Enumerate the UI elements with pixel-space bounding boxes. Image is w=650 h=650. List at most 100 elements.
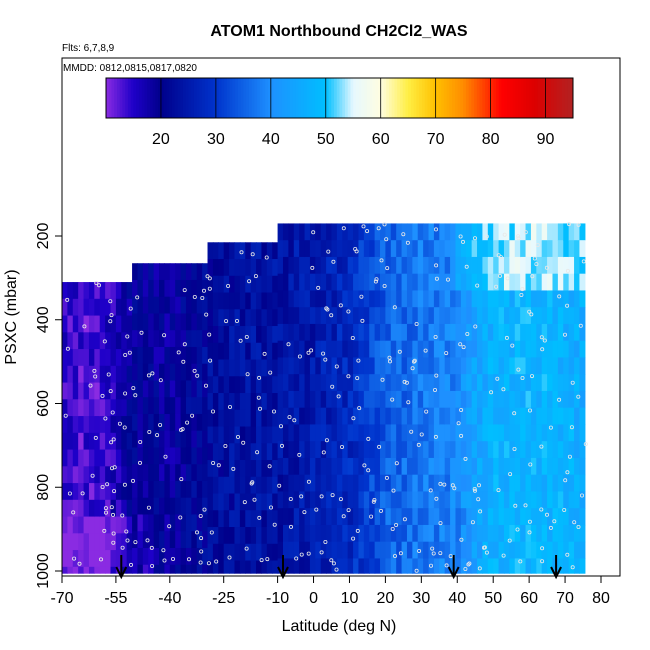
heat-cell [568, 390, 575, 409]
heat-cell [159, 397, 166, 415]
sample-point [380, 377, 385, 382]
sample-point [569, 425, 574, 430]
heat-cell [498, 491, 505, 509]
heat-cell [347, 223, 354, 241]
heat-cell [105, 550, 112, 568]
heat-cell [563, 508, 570, 526]
heat-cell [353, 508, 360, 526]
heat-cell [477, 307, 484, 325]
heat-cell [477, 323, 484, 342]
heat-cell [428, 340, 435, 359]
heat-cell [299, 390, 306, 409]
heat-cell [477, 390, 484, 409]
heat-cell [498, 223, 505, 241]
heat-cell [358, 441, 365, 459]
heat-cell [444, 441, 451, 459]
sample-point [409, 429, 414, 434]
heat-cell [552, 307, 559, 325]
heat-cell [444, 357, 451, 375]
sample-point [466, 562, 471, 567]
heat-cell [293, 474, 300, 493]
sample-point [405, 240, 410, 245]
heat-cell [299, 290, 306, 308]
colorbar-segment [427, 78, 431, 118]
heat-cell [148, 547, 155, 566]
heat-cell [202, 564, 209, 574]
heat-cell [353, 374, 360, 392]
heat-cell [412, 407, 419, 426]
heat-cell [336, 240, 343, 258]
colorbar-segment [320, 78, 324, 118]
heat-cell [272, 543, 279, 562]
heat-cell [498, 457, 505, 476]
heat-cell [353, 290, 360, 308]
heat-cell [169, 514, 176, 532]
heat-cell [266, 275, 273, 294]
heat-cell [110, 282, 117, 300]
heat-cell [282, 357, 289, 375]
heat-cell [304, 508, 311, 526]
heat-cell [433, 223, 440, 241]
sample-point [355, 376, 360, 381]
heat-cell [223, 376, 230, 394]
heat-cell [347, 240, 354, 258]
heat-cell [363, 508, 370, 526]
heat-cell [309, 240, 316, 258]
heat-cell [159, 564, 166, 574]
heat-cell [433, 424, 440, 442]
colorbar-segment [174, 78, 178, 118]
sample-point [150, 371, 155, 376]
heat-cell [309, 323, 316, 342]
heat-cell [218, 275, 225, 294]
heat-cell [121, 466, 128, 484]
heat-cell [347, 474, 354, 493]
colorbar-segment [454, 78, 459, 118]
heat-cell [336, 508, 343, 526]
heat-cell [304, 474, 311, 493]
heat-cell [132, 263, 139, 281]
heat-cell [342, 524, 349, 543]
heat-cell [266, 326, 273, 344]
sample-point [502, 232, 507, 237]
heat-cell [164, 380, 171, 398]
sample-point [130, 478, 135, 483]
heat-cell [401, 424, 408, 442]
heat-cell [385, 491, 392, 509]
heat-cell [536, 441, 543, 459]
heat-cell [552, 491, 559, 509]
heat-cell [417, 357, 424, 375]
heat-cell [293, 558, 300, 574]
heat-cell [299, 524, 306, 543]
colorbar-segment [485, 78, 489, 118]
heat-cell [574, 323, 581, 342]
heat-cell [142, 497, 149, 516]
heat-cell [207, 309, 214, 327]
heat-cell [412, 390, 419, 409]
heat-cell [557, 407, 564, 426]
heat-cell [315, 256, 322, 275]
heat-cell [288, 541, 295, 560]
sample-point [412, 358, 417, 363]
colorbar-segment [133, 78, 137, 118]
sample-point [200, 295, 205, 300]
sample-point [456, 421, 461, 426]
sample-point [461, 345, 466, 350]
heat-cell [175, 397, 182, 415]
heat-cell [423, 541, 430, 560]
heat-cell [148, 263, 155, 281]
heat-cell [401, 491, 408, 509]
sample-point [341, 514, 346, 519]
colorbar-segment [257, 78, 261, 118]
heat-cell [191, 380, 198, 398]
sample-point [123, 352, 128, 357]
heat-cell [202, 447, 209, 465]
heat-cell [110, 516, 117, 534]
heat-cell [315, 323, 322, 342]
heat-cell [137, 313, 144, 331]
heat-cell [363, 558, 370, 574]
heat-cell [282, 474, 289, 493]
colorbar-segment [122, 78, 126, 118]
sample-point [185, 420, 190, 425]
heat-cell [455, 508, 462, 526]
heat-cell [331, 558, 338, 574]
